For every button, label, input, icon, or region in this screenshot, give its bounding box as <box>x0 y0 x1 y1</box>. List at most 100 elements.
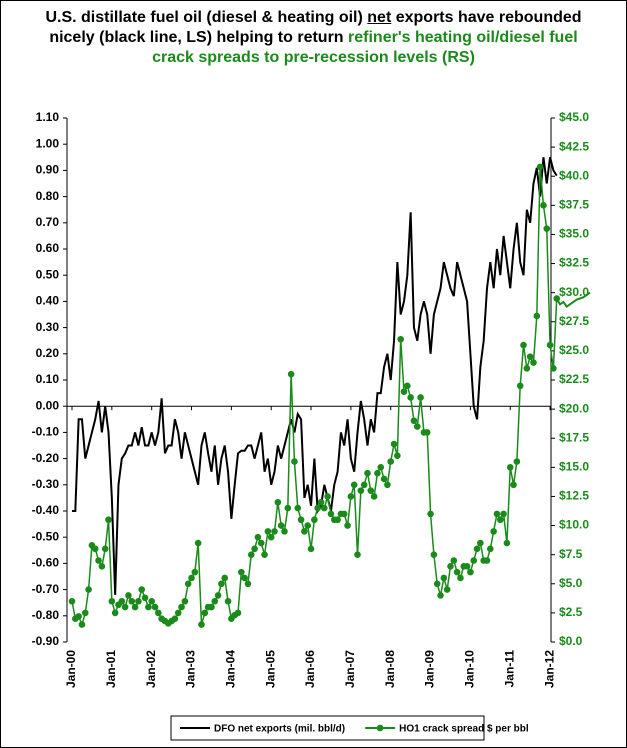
series-marker <box>526 353 534 361</box>
x-tick-label: Jan-06 <box>303 650 317 688</box>
series-marker <box>294 504 302 512</box>
legend-label: DFO net exports (mil. bbl/d) <box>214 724 345 735</box>
y-tick-label: -0.90 <box>32 634 60 648</box>
y-tick-label: -0.30 <box>32 477 60 491</box>
series-marker <box>131 603 139 611</box>
series-marker <box>423 429 431 436</box>
series-marker <box>440 574 448 582</box>
y-tick-label: 0.90 <box>36 163 60 177</box>
series-marker <box>118 597 126 605</box>
series-marker <box>453 568 461 576</box>
series-marker <box>367 487 375 494</box>
series-marker <box>214 592 222 599</box>
y-tick-label: 0.70 <box>36 215 60 229</box>
series-marker <box>493 510 501 518</box>
legend: DFO net exports (mil. bbl/d) HO1 crack sp… <box>170 715 529 741</box>
series-marker <box>201 609 209 617</box>
series-marker <box>397 335 404 343</box>
series-marker <box>430 551 438 558</box>
series-marker <box>417 394 424 401</box>
series-marker <box>267 533 275 541</box>
x-tick-label: Jan-10 <box>463 650 477 688</box>
y2-tick-label: $22.5 <box>559 372 589 386</box>
series-marker <box>95 557 102 564</box>
series-marker <box>314 504 321 512</box>
y2-tick-label: $5.0 <box>559 576 583 590</box>
series-marker <box>357 487 365 494</box>
series-marker <box>247 551 255 558</box>
y2-tick-label: $17.5 <box>559 430 589 444</box>
series-marker <box>410 417 418 425</box>
series-marker <box>377 464 385 471</box>
y2-tick-label: $27.5 <box>559 314 589 328</box>
y-tick-label: -0.60 <box>32 556 60 570</box>
y-tick-label: 0.80 <box>36 189 60 203</box>
series-marker <box>244 580 252 588</box>
y-tick-label: 0.50 <box>36 267 60 281</box>
y2-tick-label: $12.5 <box>559 489 589 503</box>
series-marker <box>261 551 268 558</box>
y2-tick-label: $25.0 <box>559 343 589 357</box>
series-marker <box>347 493 355 500</box>
series-marker <box>264 528 272 535</box>
series-marker <box>121 603 129 611</box>
y2-tick-label: $42.5 <box>559 139 589 153</box>
series-marker <box>437 592 444 599</box>
y-tick-label: -0.50 <box>32 529 60 543</box>
series-marker <box>198 621 205 628</box>
series-marker <box>513 458 521 465</box>
series-marker <box>516 382 524 390</box>
series-marker <box>274 498 282 506</box>
series-marker <box>141 594 149 602</box>
series-marker <box>520 341 527 349</box>
series-marker <box>390 440 398 448</box>
series-marker <box>125 592 132 599</box>
series-marker <box>374 469 381 477</box>
series-marker <box>523 365 531 372</box>
series-marker <box>145 603 152 611</box>
series-marker <box>477 539 484 547</box>
series-marker <box>297 516 305 524</box>
series-marker <box>191 568 199 576</box>
y2-tick-label: $45.0 <box>559 110 589 124</box>
series-marker <box>394 452 401 459</box>
chart-title: U.S. distillate fuel oil (diesel & heati… <box>40 8 587 68</box>
series-marker <box>311 516 318 524</box>
legend-marker <box>376 724 384 732</box>
series-marker <box>487 545 494 553</box>
x-tick-label: Jan-01 <box>104 650 118 688</box>
series-marker <box>211 597 219 605</box>
series-marker <box>510 481 517 489</box>
title-part: refiner's heating oil/diesel fuel crack … <box>152 29 583 66</box>
series-marker <box>68 597 76 605</box>
series-marker <box>427 510 434 518</box>
x-tick-label: Jan-09 <box>423 650 437 688</box>
series-marker <box>413 423 421 430</box>
x-tick-label: Jan-05 <box>263 650 277 688</box>
series-marker <box>81 609 89 617</box>
title-part: U.S. distillate fuel oil (diesel & heati… <box>45 9 368 26</box>
series-marker <box>174 609 182 617</box>
series-marker <box>321 504 328 512</box>
series-marker <box>208 603 215 611</box>
series-marker <box>135 597 142 605</box>
series-marker <box>536 163 544 171</box>
x-tick-label: Jan-12 <box>542 650 556 688</box>
series-marker <box>550 365 557 372</box>
series-marker <box>473 545 481 553</box>
legend-box <box>170 715 485 741</box>
y-tick-label: 0.20 <box>36 346 60 360</box>
series-marker <box>171 615 179 623</box>
y-tick-label: -0.40 <box>32 503 60 517</box>
series-marker <box>450 557 458 564</box>
y2-tick-label: $20.0 <box>559 401 589 415</box>
series-marker <box>181 597 189 605</box>
series-marker <box>387 458 395 465</box>
y2-tick-label: $2.5 <box>559 605 583 619</box>
series-marker <box>85 586 92 593</box>
series-marker <box>128 597 136 605</box>
series-marker <box>360 481 368 489</box>
series-marker <box>340 510 348 518</box>
y-tick-label: -0.10 <box>32 425 60 439</box>
